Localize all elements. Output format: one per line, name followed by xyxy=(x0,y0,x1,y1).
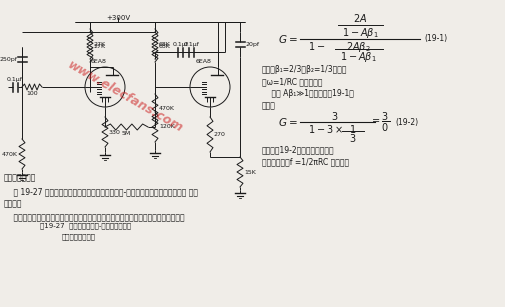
Text: 由方程（19-2）看出，增益为无: 由方程（19-2）看出，增益为无 xyxy=(262,145,335,154)
Text: 470K: 470K xyxy=(2,151,18,157)
Text: 250pf: 250pf xyxy=(0,57,17,62)
Text: 本振荡器的主要优点是：幅度和频率稳定，不受电源变化、管子老化和更换的影响。: 本振荡器的主要优点是：幅度和频率稳定，不受电源变化、管子老化和更换的影响。 xyxy=(4,213,185,222)
Text: $2A\beta_2$: $2A\beta_2$ xyxy=(346,40,370,54)
Text: 率ω=1/RC 时无相移。: 率ω=1/RC 时无相移。 xyxy=(262,77,323,86)
Text: 120K: 120K xyxy=(159,125,175,130)
Text: 图 19-27 展示了一个简单、易制、成本低的阳极-阴极输出器，它具有较大的正 向环: 图 19-27 展示了一个简单、易制、成本低的阳极-阴极输出器，它具有较大的正 … xyxy=(4,187,198,196)
Text: 27K: 27K xyxy=(94,45,106,49)
Text: 68K: 68K xyxy=(159,45,171,49)
Text: 27K: 27K xyxy=(94,41,106,46)
Text: 式中，β₁=2/3；β₂=1/3，在频: 式中，β₁=2/3；β₂=1/3，在频 xyxy=(262,65,347,74)
Text: $3$: $3$ xyxy=(349,132,357,144)
Text: 器变为振荡器。: 器变为振荡器。 xyxy=(4,173,36,182)
Text: 6EA8: 6EA8 xyxy=(196,59,212,64)
Text: 变为：: 变为： xyxy=(262,101,276,110)
Text: $G=$: $G=$ xyxy=(278,116,297,128)
Text: $1-A\beta_1$: $1-A\beta_1$ xyxy=(340,50,376,64)
Text: 0.1μf: 0.1μf xyxy=(7,77,23,82)
Text: $1-A\beta_1$: $1-A\beta_1$ xyxy=(342,26,378,40)
Text: 0.1μf: 0.1μf xyxy=(183,42,199,47)
Text: 图19-27  两个相同的阳极-阴极输出器之一: 图19-27 两个相同的阳极-阴极输出器之一 xyxy=(40,222,131,229)
Text: +300V: +300V xyxy=(106,15,130,21)
Text: 5M: 5M xyxy=(122,131,131,136)
Text: $=\dfrac{3}{0}$: $=\dfrac{3}{0}$ xyxy=(370,111,390,134)
Text: 用于振荡威恩电桥: 用于振荡威恩电桥 xyxy=(62,233,96,239)
Text: $3$: $3$ xyxy=(331,110,339,122)
Text: www.elecfans.com: www.elecfans.com xyxy=(65,59,185,135)
Text: 穷大，频率为f =1/2πRC 时，放大: 穷大，频率为f =1/2πRC 时，放大 xyxy=(262,157,349,166)
Text: $1-$: $1-$ xyxy=(308,40,325,52)
Text: 如果 Aβ₁≫1，则方程（19-1）: 如果 Aβ₁≫1，则方程（19-1） xyxy=(262,89,354,98)
Text: 6EA8: 6EA8 xyxy=(91,59,107,64)
Text: (19-1): (19-1) xyxy=(424,34,447,44)
Text: 270: 270 xyxy=(214,132,226,137)
Text: 330: 330 xyxy=(109,130,121,134)
Text: 15K: 15K xyxy=(244,169,256,174)
Text: 68K: 68K xyxy=(159,41,171,46)
Text: 路增益。: 路增益。 xyxy=(4,199,23,208)
Text: 0.1μf: 0.1μf xyxy=(173,42,188,47)
Text: $2A$: $2A$ xyxy=(353,12,367,24)
Text: $1-3\times$: $1-3\times$ xyxy=(308,123,343,135)
Text: 20pf: 20pf xyxy=(245,42,259,47)
Text: $1$: $1$ xyxy=(349,123,357,135)
Text: (19-2): (19-2) xyxy=(395,118,418,126)
Text: 100: 100 xyxy=(26,91,38,96)
Text: $G=$: $G=$ xyxy=(278,33,297,45)
Text: 470K: 470K xyxy=(159,107,175,111)
